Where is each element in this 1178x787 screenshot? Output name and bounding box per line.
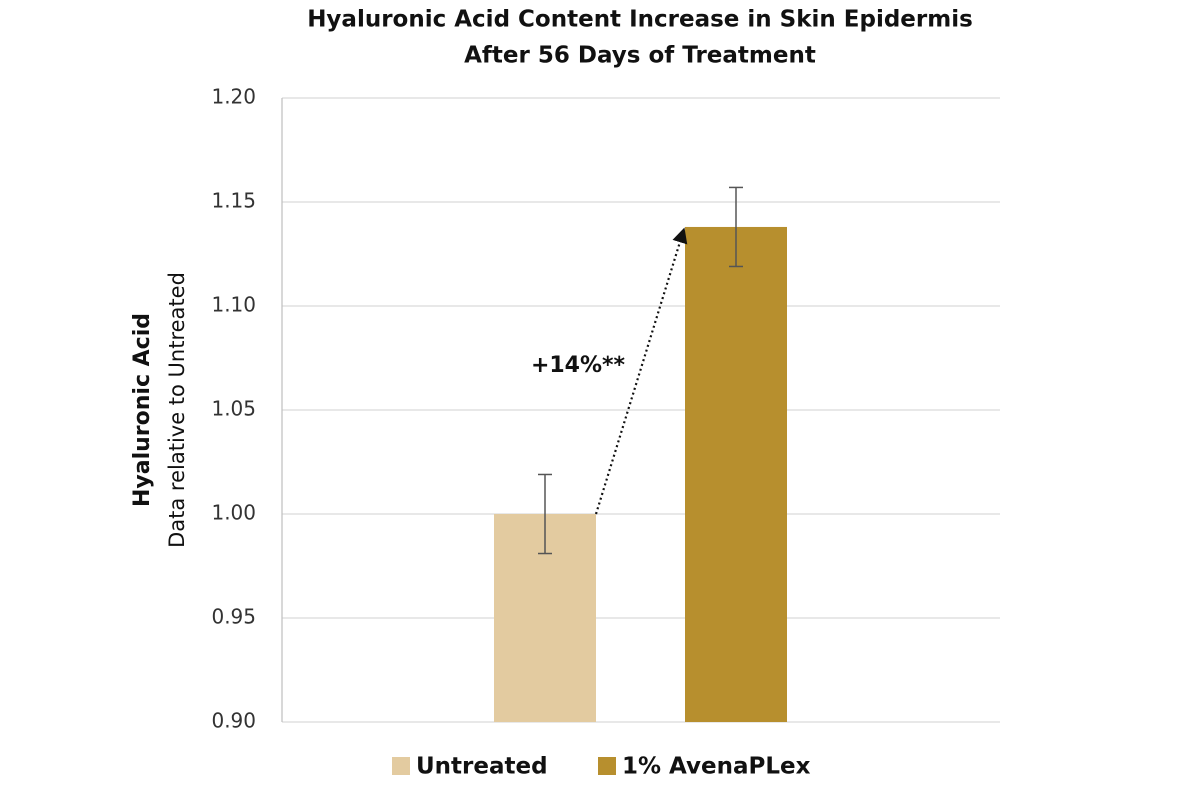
y-axis-subtitle: Data relative to Untreated (165, 272, 189, 548)
y-tick-label: 0.95 (211, 605, 256, 629)
chart-title: Hyaluronic Acid Content Increase in Skin… (307, 7, 973, 33)
y-tick-label: 1.10 (211, 293, 256, 317)
legend-label: Untreated (416, 754, 548, 780)
bar (685, 226, 787, 722)
legend-swatch (392, 757, 410, 775)
y-tick-label: 1.15 (211, 189, 256, 213)
y-axis-title: Hyaluronic Acid (130, 313, 155, 507)
legend-swatch (598, 757, 616, 775)
y-tick-label: 1.00 (211, 501, 256, 525)
y-tick-label: 1.20 (211, 85, 256, 109)
annotation: +14%** (531, 353, 626, 378)
y-tick-label: 0.90 (211, 709, 256, 733)
legend-label: 1% AvenaPLex (622, 754, 811, 780)
chart-title: After 56 Days of Treatment (464, 43, 816, 69)
y-tick-label: 1.05 (211, 397, 256, 421)
